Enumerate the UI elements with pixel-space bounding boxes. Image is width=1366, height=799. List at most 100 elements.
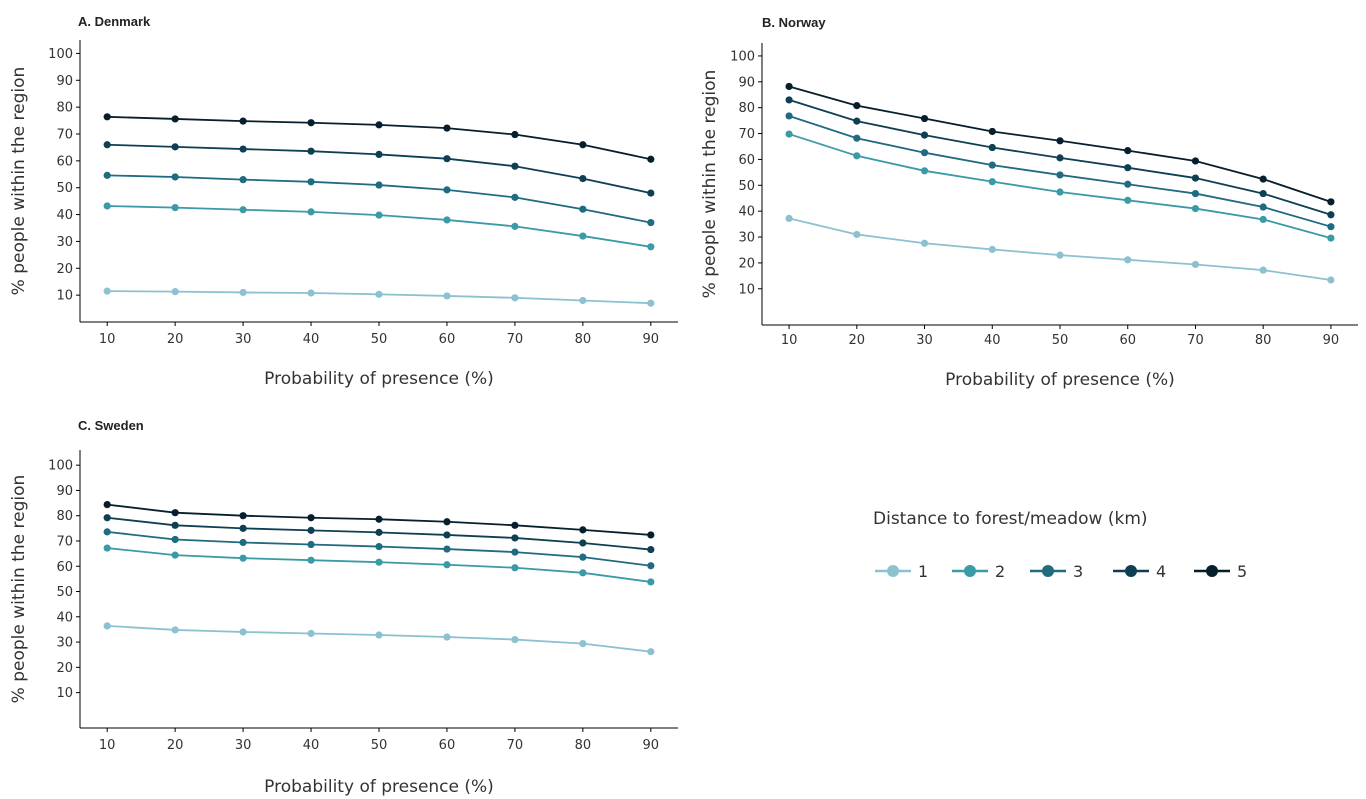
- series-2: [785, 130, 1335, 242]
- legend-key-marker: [1042, 565, 1054, 577]
- series-5: [785, 82, 1335, 206]
- panel-title: B. Norway: [762, 15, 826, 30]
- chart-panel-3: C. Sweden 10 20 30 40 50 60 70 80 90 100 10 20 30 40 50…: [9, 418, 678, 797]
- data-point: [579, 174, 587, 183]
- chart-panel-2: B. Norway 10 20 30 40 50 60 70 80 90 100 10 20 30 40 50…: [700, 15, 1358, 390]
- x-tick-label: 30: [235, 738, 252, 753]
- data-point: [1124, 180, 1132, 188]
- y-tick-label: 80: [56, 509, 73, 524]
- y-axis-title: % people within the region: [700, 70, 720, 299]
- series-2: [103, 544, 655, 586]
- data-point: [647, 578, 655, 586]
- data-point: [375, 150, 383, 159]
- data-point: [1327, 223, 1335, 231]
- data-point: [443, 518, 451, 526]
- data-point: [1259, 215, 1267, 224]
- data-point: [103, 622, 111, 630]
- data-point: [375, 558, 383, 566]
- data-point: [988, 127, 996, 136]
- data-point: [239, 145, 247, 153]
- data-point: [785, 130, 793, 138]
- data-point: [307, 514, 315, 522]
- data-point: [647, 219, 655, 227]
- data-point: [647, 299, 655, 307]
- data-point: [1124, 164, 1132, 172]
- data-point: [579, 205, 587, 213]
- x-tick-label: 90: [1323, 333, 1340, 348]
- y-tick-label: 30: [56, 235, 73, 250]
- y-tick-label: 100: [48, 47, 73, 62]
- y-tick-label: 70: [56, 534, 73, 549]
- data-point: [443, 633, 451, 641]
- x-tick-label: 70: [507, 332, 524, 347]
- x-tick-label: 40: [984, 333, 1001, 348]
- data-point: [920, 131, 929, 139]
- y-tick-label: 90: [56, 74, 73, 89]
- data-point: [239, 538, 247, 547]
- data-point: [239, 176, 247, 184]
- data-point: [1259, 203, 1267, 211]
- y-tick-label: 80: [738, 101, 755, 116]
- y-tick-label: 60: [56, 560, 73, 575]
- x-tick-label: 50: [371, 738, 388, 753]
- data-point: [239, 288, 247, 297]
- x-tick-label: 30: [916, 333, 933, 348]
- x-tick-label: 30: [235, 332, 252, 347]
- data-point: [171, 521, 179, 529]
- series-1: [785, 214, 1335, 284]
- data-point: [1191, 189, 1200, 198]
- y-tick-label: 100: [48, 459, 73, 474]
- series-2: [103, 202, 655, 251]
- legend-key-marker: [887, 565, 899, 577]
- data-point: [1056, 137, 1064, 145]
- x-tick-label: 10: [99, 738, 116, 753]
- data-point: [443, 561, 451, 569]
- x-tick-label: 10: [781, 333, 798, 348]
- y-tick-label: 20: [56, 661, 73, 676]
- y-axis-title: % people within the region: [9, 67, 29, 296]
- data-point: [785, 112, 793, 120]
- data-point: [785, 82, 793, 91]
- legend-label: 4: [1156, 562, 1166, 581]
- data-point: [988, 245, 996, 254]
- y-tick-label: 30: [56, 636, 73, 651]
- y-tick-label: 100: [730, 49, 755, 64]
- y-tick-label: 10: [56, 686, 73, 701]
- y-tick-label: 60: [56, 154, 73, 169]
- series-5: [103, 500, 655, 539]
- x-tick-label: 20: [167, 738, 184, 753]
- y-tick-label: 50: [738, 179, 755, 194]
- data-point: [375, 631, 383, 639]
- series-4: [103, 514, 655, 554]
- legend-label: 2: [995, 562, 1005, 581]
- data-point: [239, 512, 247, 520]
- data-point: [511, 534, 519, 542]
- y-tick-label: 50: [56, 585, 73, 600]
- x-tick-label: 60: [439, 332, 456, 347]
- legend-key-marker: [964, 565, 976, 577]
- data-point: [443, 155, 451, 163]
- x-tick-label: 70: [507, 738, 524, 753]
- data-point: [307, 629, 315, 638]
- legend-title: Distance to forest/meadow (km): [873, 509, 1148, 529]
- data-point: [853, 134, 861, 142]
- data-point: [1191, 204, 1200, 213]
- data-point: [1124, 196, 1132, 204]
- y-tick-label: 60: [738, 153, 755, 168]
- x-tick-label: 50: [1052, 333, 1069, 348]
- data-point: [171, 626, 179, 634]
- data-point: [1191, 174, 1200, 182]
- y-tick-label: 10: [56, 289, 73, 304]
- series-3: [103, 528, 655, 570]
- x-tick-label: 90: [643, 332, 660, 347]
- y-tick-label: 40: [738, 205, 755, 220]
- data-point: [511, 193, 519, 201]
- data-point: [579, 539, 587, 547]
- chart-panel-1: A. Denmark 10 20 30 40 50 60 70 80 90 100 10 20 30 40 5…: [9, 14, 678, 389]
- data-point: [443, 124, 451, 132]
- data-point: [103, 528, 111, 536]
- data-point: [853, 117, 861, 125]
- data-point: [375, 181, 383, 189]
- y-tick-label: 30: [738, 231, 755, 246]
- data-point: [853, 152, 861, 160]
